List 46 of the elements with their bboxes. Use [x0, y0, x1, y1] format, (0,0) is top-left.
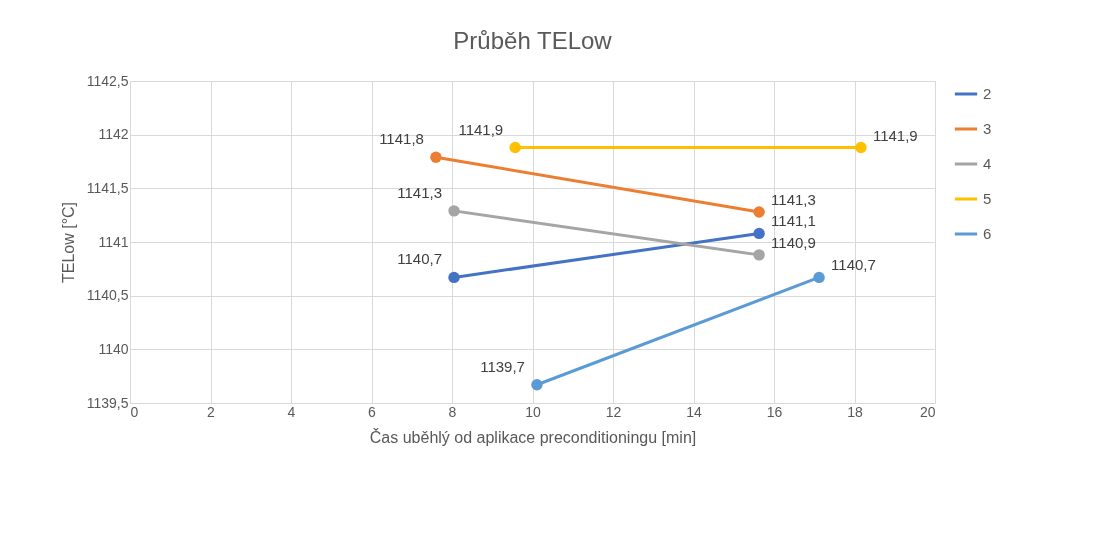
y-tick-label: 1140,5	[86, 287, 129, 304]
point	[509, 141, 521, 154]
data-label: 1141,3	[771, 190, 816, 208]
data-label: 1141,3	[397, 183, 443, 201]
y-tick-label: 1142	[98, 126, 129, 143]
chart-title: Průběh TELow	[453, 27, 613, 54]
point	[430, 151, 442, 163]
x-tick-label: 16	[766, 403, 783, 420]
point	[813, 271, 825, 284]
y-axis-title: TELow [°C]	[59, 201, 77, 284]
y-tick-label: 1141	[98, 233, 129, 250]
legend-label: 6	[983, 225, 992, 242]
data-label: 1140,9	[771, 233, 816, 251]
x-tick-label: 14	[686, 403, 702, 420]
point	[753, 249, 765, 261]
y-tick-label: 1141,5	[86, 179, 129, 196]
x-tick-label: 18	[847, 403, 863, 420]
x-tick-label: 2	[207, 403, 216, 420]
point	[855, 141, 867, 154]
legend-label: 5	[983, 190, 992, 207]
data-label: 1141,8	[379, 130, 424, 148]
point	[753, 206, 765, 218]
point	[448, 271, 460, 284]
y-tick-label: 1140	[98, 340, 129, 357]
data-label: 1139,7	[480, 357, 525, 375]
data-label: 1140,7	[397, 250, 443, 268]
data-label: 1141,1	[771, 212, 816, 230]
point	[753, 227, 765, 240]
x-tick-label: 8	[448, 403, 457, 420]
data-label: 1141,9	[458, 120, 504, 138]
legend-label: 4	[983, 155, 992, 172]
legend-label: 3	[983, 120, 992, 137]
x-tick-label: 0	[130, 403, 139, 420]
x-tick-label: 20	[919, 403, 936, 420]
x-tick-label: 6	[368, 403, 377, 420]
x-axis-title: Čas uběhlý od aplikace preconditioningu [min]	[369, 427, 697, 446]
x-tick-label: 4	[287, 403, 296, 420]
y-tick-label: 1142,5	[86, 72, 129, 89]
legend-label: 2	[983, 85, 992, 102]
data-label: 1140,7	[831, 256, 876, 274]
data-label: 1141,9	[872, 126, 918, 144]
x-tick-label: 12	[605, 403, 622, 420]
x-tick-label: 10	[525, 403, 541, 420]
point	[531, 379, 543, 391]
y-tick-label: 1139,5	[86, 394, 129, 411]
point	[448, 205, 460, 217]
